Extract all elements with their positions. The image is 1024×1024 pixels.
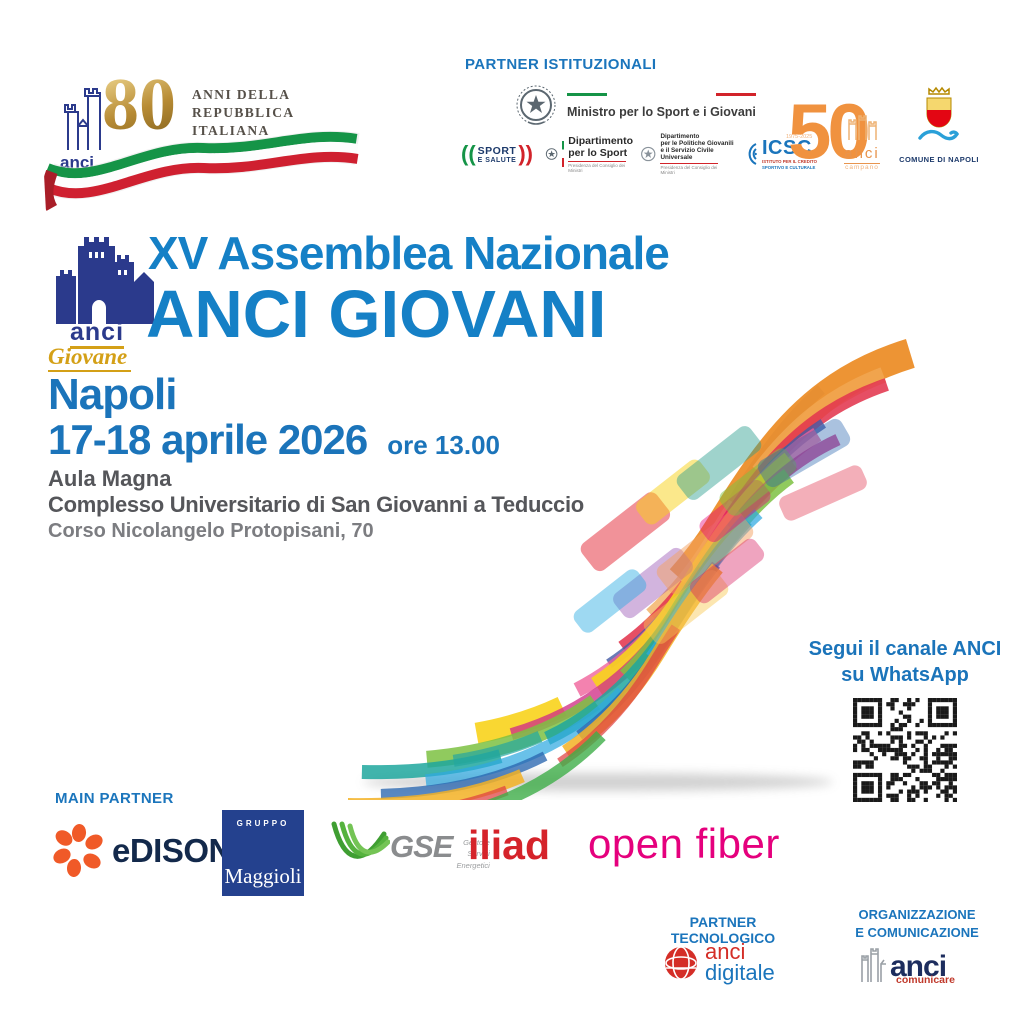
anci-comunicare-castle-icon: [861, 948, 886, 982]
event-city: Napoli: [48, 370, 177, 419]
icsc-sub2: SPORTIVO E CULTURALE: [762, 164, 816, 170]
sport-e-salute-logo: (( SPORT E SALUTE )): [456, 133, 538, 175]
emblem-small-icon: [545, 148, 558, 160]
comune-napoli-label: COMUNE DI NAPOLI: [899, 155, 979, 164]
giovane-anci-wordmark: anci: [70, 320, 125, 349]
ministero-label: Ministro per lo Sport e i Giovani: [567, 105, 756, 119]
dip-gio-line3: e il Servizio Civile Universale: [660, 147, 714, 162]
anci-digitale-word1: anci: [705, 939, 746, 964]
edison-logo: eDISON: [52, 824, 232, 878]
whatsapp-callout: Segui il canale ANCI su WhatsApp: [800, 636, 1010, 688]
icsc-wordmark: ICSC: [762, 136, 812, 159]
dip-sport-line2: per lo Sport: [568, 147, 628, 159]
red-parenthesis-icon: )): [518, 141, 533, 166]
dip-gio-sub: Presidenza del Consiglio dei Ministri: [660, 163, 719, 176]
tricolor-bar: [562, 141, 565, 167]
anci50-wordmark: anci: [844, 145, 880, 164]
colorful-wave-graphic: [348, 330, 976, 800]
gse-subtitle: Gestore Servizi Energetici: [456, 838, 490, 870]
anci50-number: 50: [788, 87, 871, 175]
icsc-sub1: ISTITUTO PER IL CREDITO: [762, 158, 817, 164]
maggioli-gruppo-label: GRUPPO: [236, 819, 290, 828]
whatsapp-line1: Segui il canale ANCI: [808, 638, 1002, 660]
dip-sport-line1: Dipartimento: [568, 134, 633, 147]
event-title-line1: XV Assemblea Nazionale: [148, 227, 670, 279]
giovane-castle-icon: [56, 237, 154, 324]
venue-address: Corso Nicolangelo Protopisani, 70: [48, 520, 374, 542]
iliad-logo: iliad: [468, 822, 551, 868]
org-comm-header: ORGANIZZAZIONE E COMUNICAZIONE: [855, 907, 979, 940]
whatsapp-line2: su WhatsApp: [841, 664, 969, 686]
edison-wordmark: eDISON: [112, 832, 232, 869]
icsc-arcs-icon: [748, 143, 757, 165]
italy-emblem-icon: [516, 85, 556, 125]
green-parenthesis-icon: ((: [461, 141, 476, 166]
gse-wordmark: GSE: [390, 829, 453, 864]
giovane-script-wordmark: Giovane: [48, 344, 132, 372]
anniversary-line1: ANNI DELLA: [192, 87, 291, 102]
icsc-logo: ICSC ISTITUTO PER IL CREDITO SPORTIVO E …: [742, 133, 822, 175]
dip-gio-line1: Dipartimento: [660, 132, 700, 140]
anci-comunicare-logo: anci comunicare: [858, 946, 955, 986]
event-date: 17-18 aprile 2026: [48, 416, 368, 463]
anci-castle-icon: [64, 88, 101, 150]
main-partner-header: MAIN PARTNER: [55, 790, 174, 807]
institutional-partners-header: PARTNER ISTITUZIONALI: [465, 56, 657, 73]
napoli-crest-icon: [918, 86, 960, 141]
red-dash: [715, 93, 756, 96]
event-time: ore 13.00: [387, 430, 500, 460]
anci50-years: 1975-2025: [786, 134, 813, 140]
dipartimento-giovanili-logo: Dipartimento per le Politiche Giovanili …: [640, 133, 740, 175]
anci-digitale-word2: digitale: [705, 959, 775, 985]
sport-label: SPORT: [477, 144, 517, 157]
emblem-small-icon: [641, 146, 656, 162]
edison-sun-icon: [53, 824, 103, 877]
open-fiber-logo: open fiber: [588, 820, 780, 867]
anniversary-80-logo: anci 80 ANNI DELLA REPUBBLICA ITALIANA 1…: [42, 64, 360, 211]
dip-gio-line2: per le Politiche Giovanili: [660, 139, 734, 147]
anci-giovane-logo: anci Giovane: [48, 224, 166, 372]
maggioli-logo: GRUPPO Maggioli: [222, 810, 304, 896]
anci-comunicare-word: anci: [890, 950, 947, 983]
anniversary-number: 80: [102, 64, 176, 146]
anci-comunicare-sub: comunicare: [896, 974, 955, 986]
anci50-region: campano: [845, 163, 879, 171]
anci-digitale-logo: anci digitale: [662, 939, 775, 985]
qr-code: [853, 698, 957, 802]
ministero-sport-logo: Ministro per lo Sport e i Giovani: [515, 82, 785, 130]
anci50-castle-icon: [848, 115, 877, 140]
venue-complex: Complesso Universitario di San Giovanni …: [48, 492, 584, 517]
event-date-row: 17-18 aprile 2026 ore 13.00: [48, 416, 500, 464]
tech-partner-header: PARTNER TECNOLOGICO: [670, 914, 776, 946]
salute-label: E SALUTE: [477, 156, 517, 164]
dipartimento-sport-logo: Dipartimento per lo Sport Presidenza del…: [545, 133, 633, 175]
gse-logo: GSE Gestore Servizi Energetici: [328, 818, 490, 876]
comune-napoli-logo: COMUNE DI NAPOLI: [896, 86, 982, 174]
maggioli-wordmark: Maggioli: [224, 864, 302, 888]
venue-hall: Aula Magna: [48, 466, 172, 491]
green-dash: [567, 93, 607, 96]
tricolor-ribbon: [42, 130, 360, 211]
anniversary-line2: REPUBBLICA ITALIANA: [192, 105, 294, 139]
gse-curves-icon: [331, 821, 390, 859]
dip-sport-sub: Presidenza del Consiglio dei Ministri: [568, 161, 627, 174]
event-title-line2: ANCI GIOVANI: [146, 277, 607, 352]
globe-icon: [665, 946, 697, 980]
anci-campania-50-logo: 50 1975-2025 anci campano: [786, 87, 900, 192]
